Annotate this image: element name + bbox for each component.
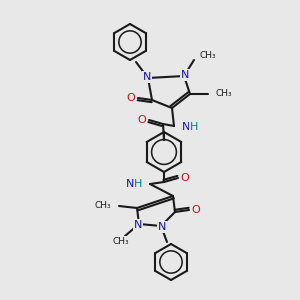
Text: N: N — [143, 72, 151, 82]
Text: CH₃: CH₃ — [199, 52, 216, 61]
Text: CH₃: CH₃ — [94, 202, 111, 211]
Text: N: N — [182, 122, 190, 132]
Text: CH₃: CH₃ — [215, 89, 232, 98]
Text: O: O — [192, 205, 200, 215]
Text: O: O — [138, 115, 146, 125]
Text: N: N — [134, 220, 142, 230]
Text: H: H — [134, 179, 142, 189]
Text: CH₃: CH₃ — [113, 236, 129, 245]
Text: N: N — [158, 222, 166, 232]
Text: O: O — [127, 93, 135, 103]
Text: N: N — [126, 179, 134, 189]
Text: N: N — [181, 70, 189, 80]
Text: H: H — [190, 122, 198, 132]
Text: O: O — [181, 173, 189, 183]
